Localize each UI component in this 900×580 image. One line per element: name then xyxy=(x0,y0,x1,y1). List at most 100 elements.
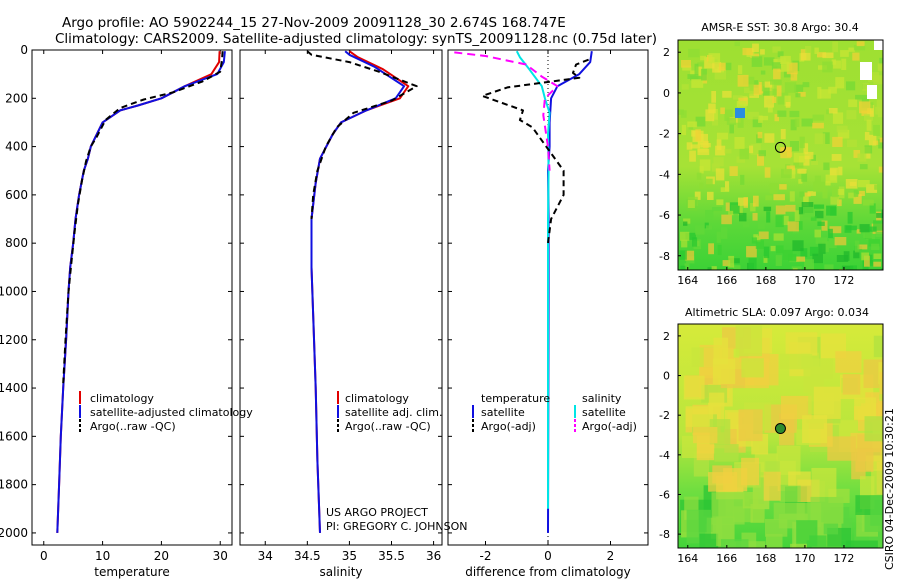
map-cell xyxy=(850,265,857,270)
map-cell xyxy=(799,191,804,198)
map-x-tick-label: 168 xyxy=(755,274,776,287)
sst-land-mask xyxy=(874,40,883,50)
map-cell xyxy=(679,250,687,260)
y-tick-label: 600 xyxy=(5,188,28,202)
figure-title-line1: Argo profile: AO 5902244_15 27-Nov-2009 … xyxy=(62,15,566,31)
map-cell xyxy=(874,184,881,190)
map-cell xyxy=(804,151,814,160)
map-cell xyxy=(724,148,732,154)
map-cell xyxy=(701,68,707,81)
temperature-axes-box xyxy=(31,49,233,546)
map-cell xyxy=(750,504,765,523)
map-cell xyxy=(811,160,818,165)
map-cell xyxy=(776,445,801,475)
map-cell xyxy=(763,246,770,259)
map-cell xyxy=(777,92,789,105)
map-cell xyxy=(840,50,849,57)
map-cell xyxy=(734,137,745,149)
map-cell xyxy=(832,41,838,53)
map-x-tick-label: 166 xyxy=(716,552,737,565)
map-cell xyxy=(790,543,807,548)
map-cell xyxy=(854,397,876,420)
map-cell xyxy=(693,427,718,444)
map-cell xyxy=(790,119,797,131)
map-cell xyxy=(857,244,868,250)
map-cell xyxy=(784,95,791,107)
temperature-panel: 0 10 20 30 0 200 400 600 800 1000 1200 1400 1600 1800… xyxy=(0,43,233,579)
map-cell xyxy=(731,541,766,548)
map-cell xyxy=(794,84,804,93)
map-cell xyxy=(817,86,822,99)
map-cell xyxy=(824,264,834,270)
map-cell xyxy=(741,358,764,378)
map-cell xyxy=(789,141,799,152)
map-cell xyxy=(779,353,813,370)
temperature-legend: climatology satellite-adjusted climatolo… xyxy=(79,391,253,433)
map-cell xyxy=(775,255,782,266)
map-cell xyxy=(737,65,743,74)
y-tick-label: 200 xyxy=(5,91,28,105)
map-cell xyxy=(873,253,882,259)
map-cell xyxy=(837,129,850,139)
map-cell xyxy=(858,180,870,188)
map-cell xyxy=(853,189,859,197)
map-cell xyxy=(697,148,710,156)
map-cell xyxy=(853,44,866,51)
map-cell xyxy=(686,142,693,150)
map-cell xyxy=(855,448,874,472)
map-cell xyxy=(689,150,696,162)
map-cell xyxy=(714,68,726,80)
map-cell xyxy=(700,55,706,61)
map-y-tick-label: 2 xyxy=(663,46,670,59)
map-cell xyxy=(822,132,830,144)
map-cell xyxy=(864,145,873,154)
map-x-tick-label: 164 xyxy=(677,274,698,287)
map-cell xyxy=(847,211,853,224)
legend-label: satellite adj. clim. xyxy=(345,406,442,419)
map-cell xyxy=(699,533,719,548)
map-cell xyxy=(699,227,705,234)
map-cell xyxy=(804,259,814,270)
map-cell xyxy=(868,134,877,146)
x-tick-label: 10 xyxy=(95,549,110,563)
map-cell xyxy=(767,106,773,113)
map-cell xyxy=(803,143,809,154)
map-x-tick-label: 168 xyxy=(755,552,776,565)
map-cell xyxy=(708,243,714,255)
series-line-salinity-argo-adj xyxy=(454,51,559,171)
map-cell xyxy=(881,268,883,270)
map-cell xyxy=(737,74,749,87)
map-cell xyxy=(845,540,878,548)
map-cell xyxy=(849,181,857,186)
map-cell xyxy=(864,255,870,267)
map-cell xyxy=(831,154,842,161)
map-cell xyxy=(684,250,695,261)
map-cell xyxy=(801,118,813,127)
map-cell xyxy=(739,212,747,222)
map-cell xyxy=(764,133,775,143)
map-cell xyxy=(868,239,880,247)
y-tick-label: 800 xyxy=(5,236,28,250)
map-cell xyxy=(822,52,834,59)
x-tick-label: 0 xyxy=(40,549,48,563)
map-cell xyxy=(695,116,706,127)
map-cell xyxy=(835,351,862,373)
map-cell xyxy=(724,109,733,121)
map-cell xyxy=(750,203,756,212)
map-cell xyxy=(810,358,834,380)
map-cell xyxy=(744,87,750,94)
map-cell xyxy=(751,56,763,67)
map-cell xyxy=(764,81,773,88)
map-cell xyxy=(863,359,883,388)
map-cell xyxy=(696,443,715,461)
map-cell xyxy=(855,94,868,100)
map-cell xyxy=(817,52,827,58)
map-cell xyxy=(862,199,874,206)
map-cell xyxy=(683,218,691,224)
map-cell xyxy=(787,221,799,232)
map-cell xyxy=(708,53,721,64)
map-cell xyxy=(862,83,869,91)
map-cell xyxy=(729,166,738,176)
map-x-tick-label: 172 xyxy=(833,274,854,287)
map-cell xyxy=(714,444,739,462)
